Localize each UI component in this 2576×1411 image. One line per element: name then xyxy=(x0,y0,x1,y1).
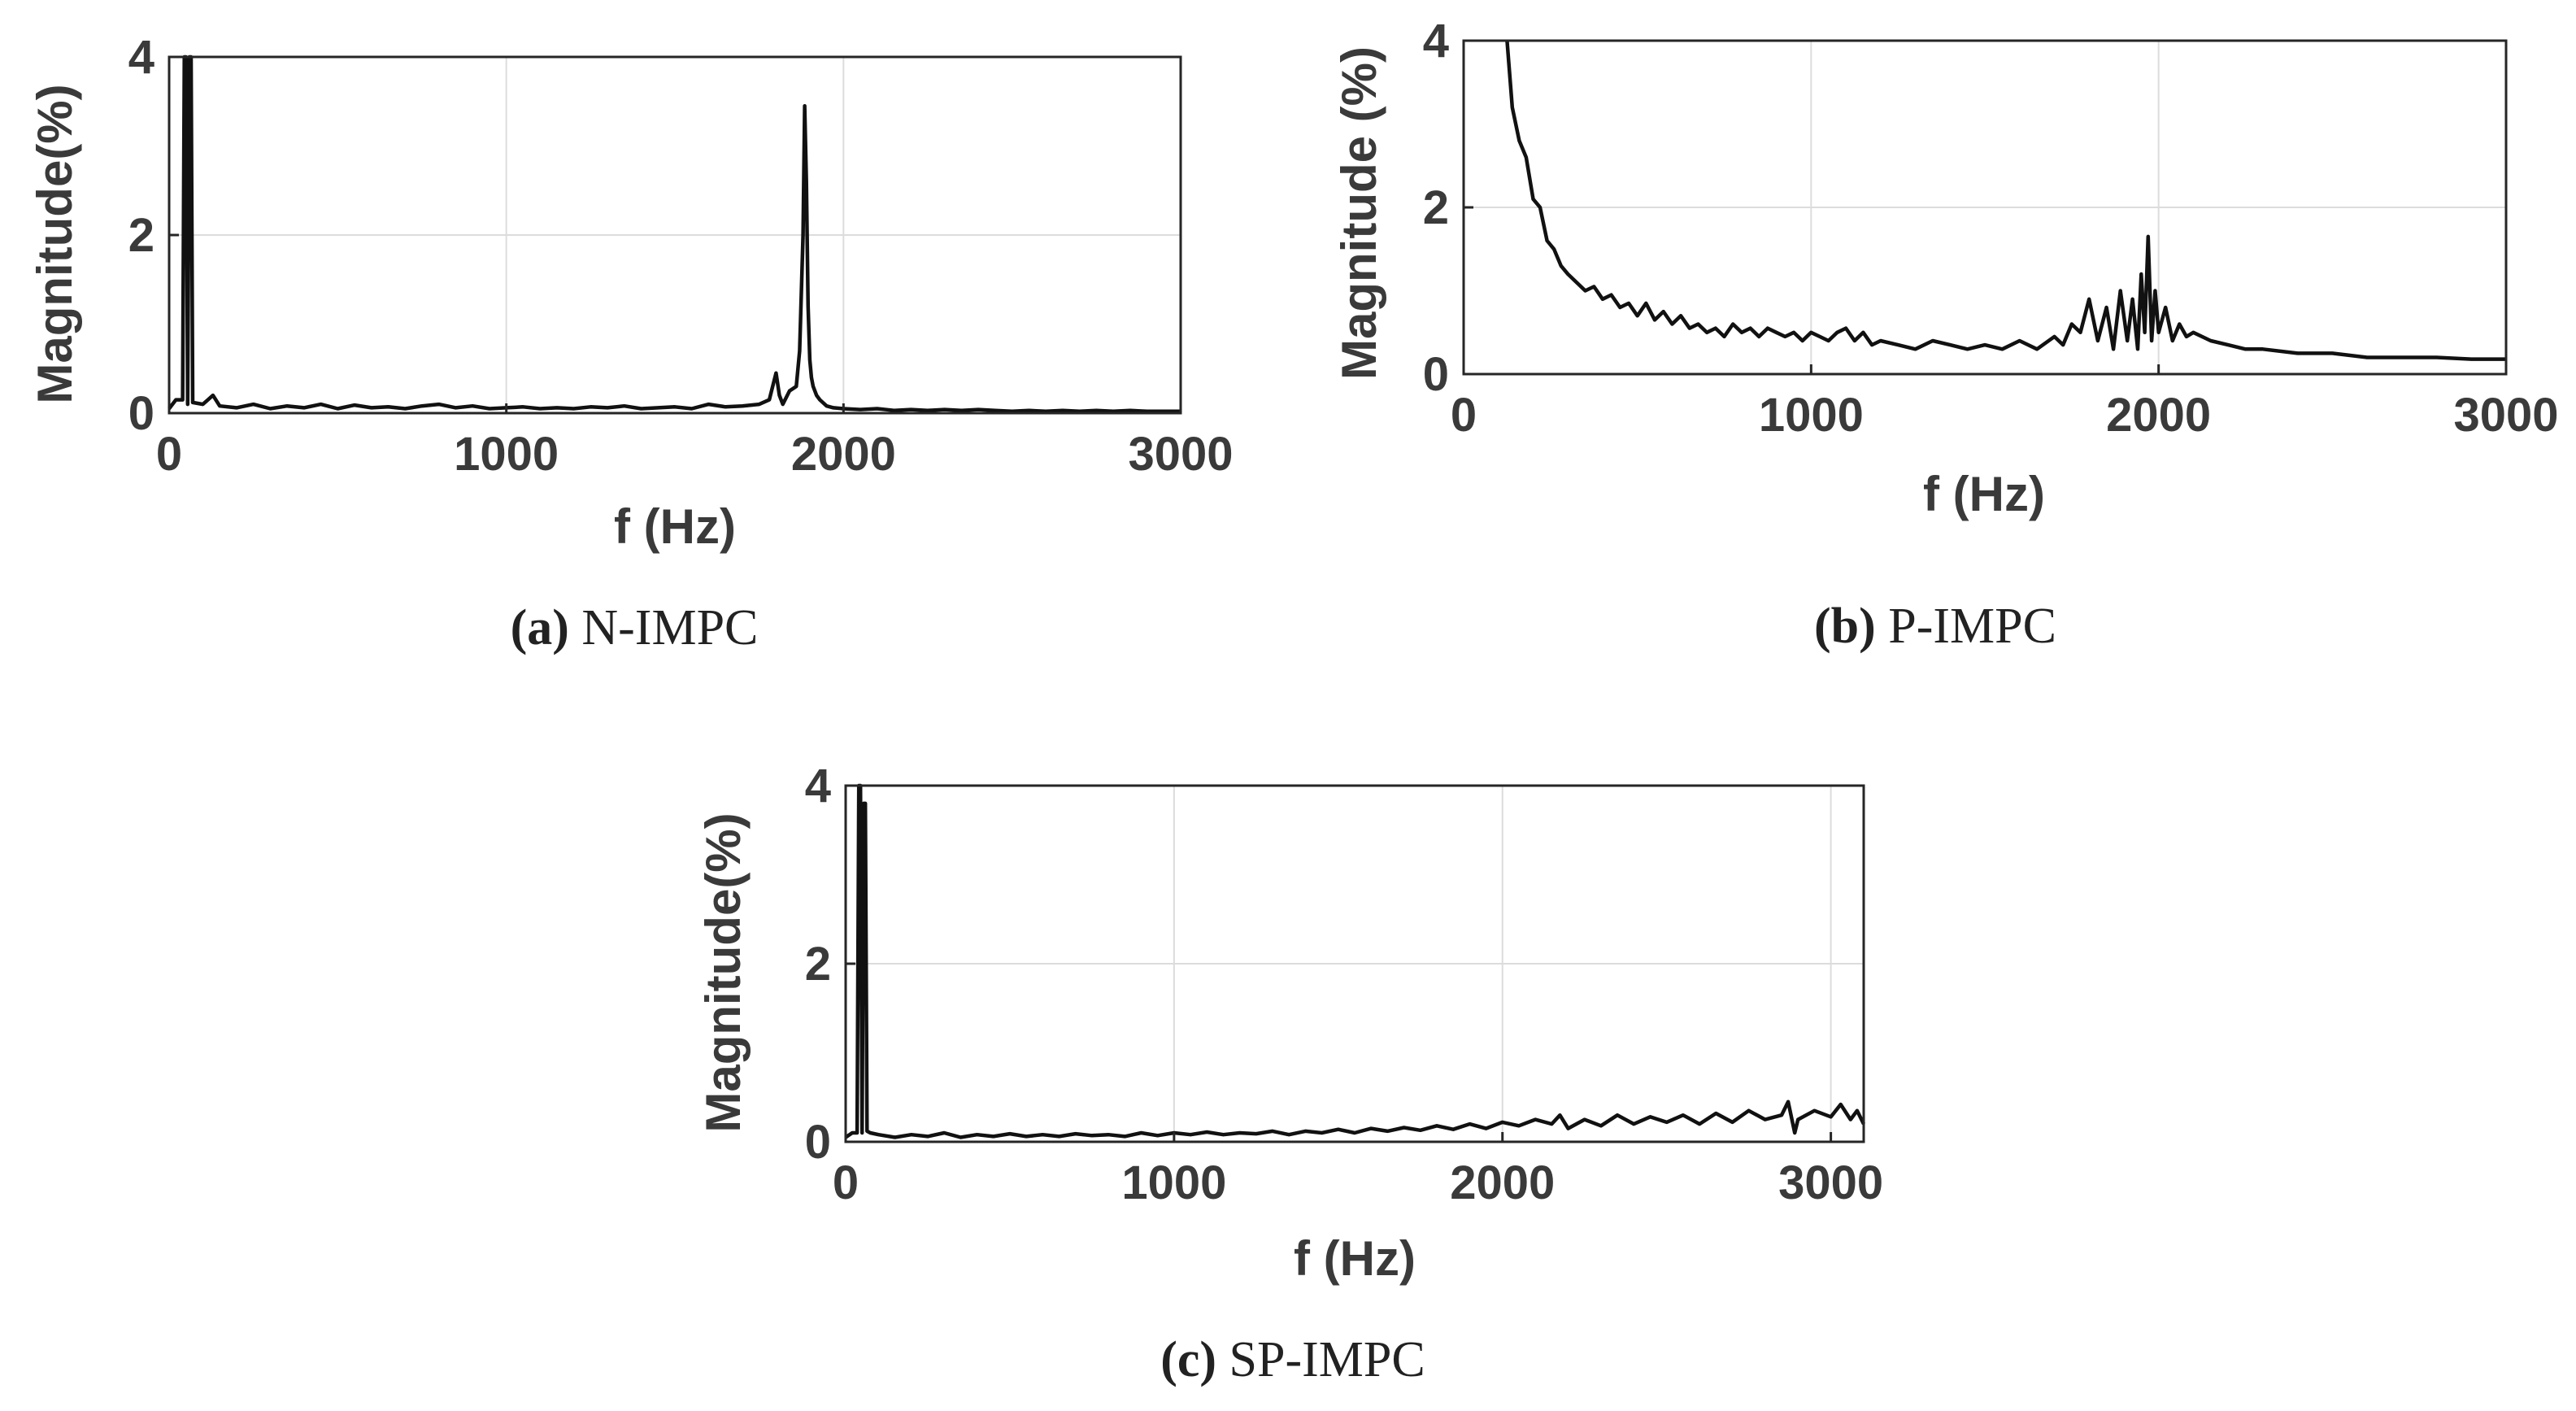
y-tick-label: 0 xyxy=(805,1116,831,1169)
panel-a: 0 1000 2000 3000 0 2 4 f (Hz) Magnitude(%) (a… xyxy=(28,31,1234,655)
y-axis-label-b: Magnitude (%) xyxy=(1332,46,1386,380)
caption-text-c: SP-IMPC xyxy=(1229,1332,1425,1387)
y-axis-label-a: Magnitude(%) xyxy=(28,84,82,403)
y-axis-label-c: Magnitude(%) xyxy=(696,812,751,1132)
x-tick-label: 1000 xyxy=(1121,1156,1226,1209)
x-axis-label-c: f (Hz) xyxy=(1294,1231,1416,1286)
x-tick-label: 2000 xyxy=(2106,389,2211,442)
caption-c: (c) SP-IMPC xyxy=(1160,1332,1425,1387)
caption-letter-c: (c) xyxy=(1160,1332,1216,1387)
x-tick-label: 2000 xyxy=(1450,1156,1555,1209)
x-tick-label: 0 xyxy=(156,428,182,481)
y-ticks-b: 0 2 4 xyxy=(1423,15,1473,401)
x-tick-label: 2000 xyxy=(791,428,896,481)
y-tick-label: 2 xyxy=(1423,181,1449,234)
x-ticks-b: 0 1000 2000 3000 xyxy=(1451,364,2559,442)
y-tick-label: 4 xyxy=(1423,15,1449,68)
x-tick-label: 0 xyxy=(833,1156,859,1209)
series-line-c xyxy=(844,783,1866,1139)
grid-c xyxy=(846,786,1864,1142)
x-axis-label-b: f (Hz) xyxy=(1923,467,2045,521)
series-line-b xyxy=(1505,40,2506,361)
y-ticks-c: 0 2 4 xyxy=(805,760,855,1169)
grid-b xyxy=(1464,41,2506,374)
series-c xyxy=(844,783,1866,1139)
y-tick-label: 0 xyxy=(1423,348,1449,401)
x-tick-label: 3000 xyxy=(1778,1156,1883,1209)
x-tick-label: 1000 xyxy=(1759,389,1864,442)
x-tick-label: 3000 xyxy=(2453,389,2558,442)
x-ticks-c: 0 1000 2000 3000 xyxy=(833,1132,1883,1209)
grid-a xyxy=(169,57,1181,413)
x-axis-label-a: f (Hz) xyxy=(614,499,736,554)
x-tick-label: 0 xyxy=(1451,389,1477,442)
y-tick-label: 2 xyxy=(128,209,154,262)
series-line-a xyxy=(168,54,1181,414)
x-ticks-a: 0 1000 2000 3000 xyxy=(156,403,1234,481)
y-tick-label: 0 xyxy=(128,387,154,440)
caption-a: (a) N-IMPC xyxy=(511,600,759,655)
y-tick-label: 4 xyxy=(805,760,831,812)
x-tick-label: 1000 xyxy=(454,428,559,481)
caption-letter-a: (a) xyxy=(511,600,569,655)
caption-b: (b) P-IMPC xyxy=(1814,599,2056,654)
panel-c: 0 1000 2000 3000 0 2 4 f (Hz) Magnitude(%) (c… xyxy=(696,760,1883,1387)
y-tick-label: 2 xyxy=(805,938,831,991)
caption-text-a: N-IMPC xyxy=(581,600,758,655)
y-tick-label: 4 xyxy=(128,31,154,84)
y-ticks-a: 0 2 4 xyxy=(128,31,179,440)
series-a xyxy=(168,54,1181,414)
x-tick-label: 3000 xyxy=(1128,428,1233,481)
caption-letter-b: (b) xyxy=(1814,599,1876,654)
panel-b: 0 1000 2000 3000 0 2 4 f (Hz) Magnitude (%) (… xyxy=(1332,15,2559,654)
series-b xyxy=(1505,40,2506,361)
caption-text-b: P-IMPC xyxy=(1888,599,2056,654)
